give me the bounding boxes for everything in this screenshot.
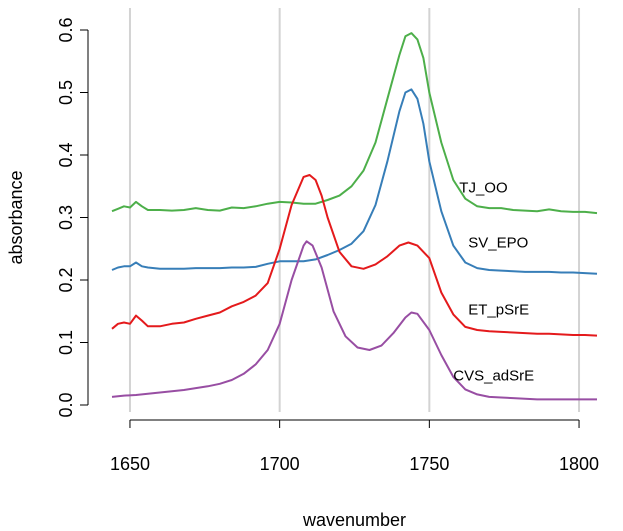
series-line-SV_EPO [111,88,598,275]
y-tick-label-5: 0.5 [56,80,76,105]
series-label-CVS_adSrE: CVS_adSrE [453,368,534,385]
series-line-TJ_OO [111,32,598,215]
y-tick-label-6: 0.6 [56,17,76,42]
series-label-TJ_OO: TJ_OO [459,180,507,197]
grid-lines [128,8,581,412]
x-tick-label-1700: 1700 [260,454,300,474]
y-axis-ticks: 0.0 0.1 0.2 0.3 0.4 0.5 0.6 [56,17,88,418]
y-tick-label-3: 0.3 [56,205,76,230]
x-tick-label-1750: 1750 [409,454,449,474]
y-tick-label-0: 0.0 [56,392,76,417]
series-line-CVS_adSrE [111,240,597,401]
series-lines [111,32,598,401]
series-label-SV_EPO: SV_EPO [468,235,528,252]
series-label-ET_pSrE: ET_pSrE [468,301,529,318]
series-labels: TJ_OO SV_EPO ET_pSrE CVS_adSrE [453,180,534,385]
y-axis-title: absorbance [6,170,26,264]
series-line-ET_pSrE [111,174,598,337]
x-tick-label-1800: 1800 [559,454,599,474]
x-axis-ticks: 1650 1700 1750 1800 [110,420,599,474]
axes: 1650 1700 1750 1800 0.0 0.1 0.2 0.3 0.4 0.5 0.6 [56,17,599,474]
y-tick-label-2: 0.2 [56,267,76,292]
y-tick-label-4: 0.4 [56,142,76,167]
x-axis-title: wavenumber [302,510,406,530]
x-tick-label-1650: 1650 [110,454,150,474]
y-tick-label-1: 0.1 [56,330,76,355]
